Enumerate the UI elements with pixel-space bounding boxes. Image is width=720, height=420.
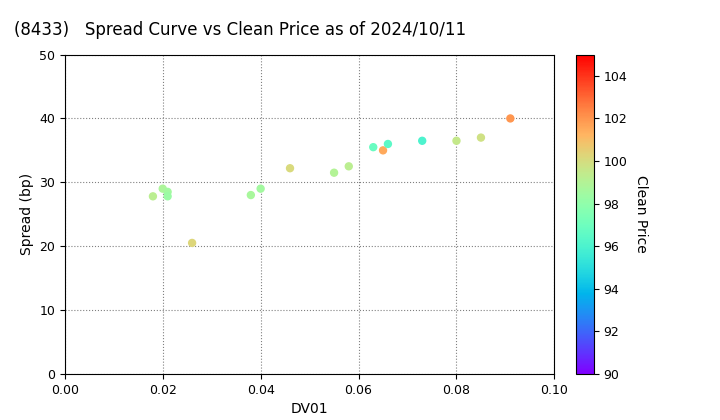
Point xyxy=(147,193,158,199)
Y-axis label: Clean Price: Clean Price xyxy=(634,175,649,253)
Point xyxy=(505,115,516,122)
Y-axis label: Spread (bp): Spread (bp) xyxy=(19,173,34,255)
Point xyxy=(367,144,379,150)
Point xyxy=(343,163,354,170)
Point xyxy=(475,134,487,141)
Point xyxy=(377,147,389,154)
Point xyxy=(245,192,256,198)
Point xyxy=(284,165,296,172)
Point xyxy=(328,169,340,176)
Point xyxy=(186,239,198,246)
Point xyxy=(416,137,428,144)
Point xyxy=(157,185,168,192)
Point xyxy=(382,141,394,147)
Point xyxy=(451,137,462,144)
Point xyxy=(162,193,174,199)
Point xyxy=(162,189,174,195)
X-axis label: DV01: DV01 xyxy=(291,402,328,416)
Point xyxy=(255,185,266,192)
Text: (8433)   Spread Curve vs Clean Price as of 2024/10/11: (8433) Spread Curve vs Clean Price as of… xyxy=(14,21,467,39)
